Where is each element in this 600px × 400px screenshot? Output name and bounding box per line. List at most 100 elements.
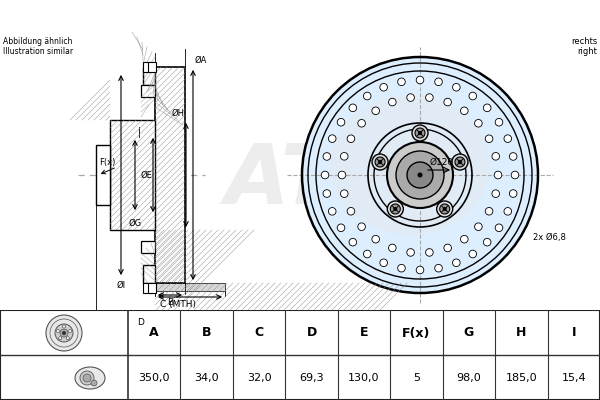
- Circle shape: [372, 154, 388, 170]
- Circle shape: [372, 107, 379, 115]
- Ellipse shape: [75, 367, 105, 389]
- Circle shape: [415, 128, 425, 138]
- Circle shape: [340, 152, 348, 160]
- Circle shape: [328, 208, 336, 215]
- Circle shape: [484, 238, 491, 246]
- Circle shape: [511, 171, 519, 179]
- Circle shape: [407, 94, 415, 101]
- Circle shape: [358, 223, 365, 230]
- Circle shape: [380, 84, 388, 91]
- Text: 5: 5: [413, 373, 420, 383]
- Circle shape: [387, 142, 453, 208]
- Circle shape: [416, 76, 424, 84]
- Circle shape: [461, 235, 468, 243]
- Circle shape: [435, 78, 442, 86]
- Circle shape: [475, 120, 482, 127]
- Circle shape: [504, 208, 512, 215]
- Circle shape: [455, 157, 465, 167]
- Text: E: E: [360, 326, 368, 340]
- Text: Ø120: Ø120: [430, 158, 454, 167]
- Text: 350,0: 350,0: [139, 373, 170, 383]
- Circle shape: [407, 249, 415, 256]
- Text: B: B: [167, 298, 173, 307]
- Circle shape: [443, 207, 446, 211]
- Circle shape: [91, 380, 97, 386]
- Text: ØG: ØG: [128, 219, 142, 228]
- Bar: [96, 145, 110, 205]
- Text: 2x Ø6,8: 2x Ø6,8: [533, 233, 566, 242]
- Circle shape: [425, 249, 433, 256]
- Text: 34,0: 34,0: [194, 373, 219, 383]
- Circle shape: [380, 259, 388, 266]
- Circle shape: [475, 223, 482, 230]
- Circle shape: [349, 238, 356, 246]
- Circle shape: [394, 207, 397, 211]
- Bar: [143, 265, 155, 283]
- Circle shape: [80, 371, 94, 385]
- Bar: [143, 283, 151, 293]
- Circle shape: [62, 325, 65, 328]
- Circle shape: [398, 78, 405, 86]
- Bar: [141, 241, 155, 253]
- Text: 98,0: 98,0: [457, 373, 481, 383]
- Bar: [143, 62, 151, 72]
- Circle shape: [452, 84, 460, 91]
- Circle shape: [375, 157, 385, 167]
- Circle shape: [388, 201, 403, 217]
- Circle shape: [391, 204, 400, 214]
- Text: F(x): F(x): [100, 158, 116, 167]
- Circle shape: [389, 244, 396, 252]
- Text: B: B: [202, 326, 211, 340]
- Circle shape: [62, 331, 66, 335]
- Circle shape: [56, 330, 59, 332]
- Circle shape: [418, 172, 422, 178]
- Circle shape: [323, 190, 331, 197]
- Text: rechts
right: rechts right: [571, 37, 597, 56]
- Circle shape: [378, 160, 382, 164]
- Circle shape: [485, 208, 493, 215]
- Bar: [155, 283, 225, 291]
- Bar: [148, 283, 156, 293]
- Text: 69,3: 69,3: [299, 373, 324, 383]
- Text: D: D: [307, 326, 317, 340]
- Text: 185,0: 185,0: [506, 373, 537, 383]
- Circle shape: [504, 135, 512, 142]
- Text: H: H: [516, 326, 527, 340]
- Circle shape: [425, 94, 433, 101]
- Bar: [155, 67, 185, 283]
- Circle shape: [337, 224, 345, 232]
- Circle shape: [347, 135, 355, 142]
- Circle shape: [440, 204, 449, 214]
- Circle shape: [452, 259, 460, 266]
- Circle shape: [340, 190, 348, 198]
- Text: ØE: ØE: [140, 170, 152, 180]
- Circle shape: [495, 224, 503, 232]
- Bar: [141, 85, 155, 97]
- Circle shape: [492, 190, 500, 198]
- Circle shape: [484, 104, 491, 112]
- Circle shape: [492, 152, 500, 160]
- Text: ØI: ØI: [116, 281, 125, 290]
- Circle shape: [435, 264, 442, 272]
- Text: I: I: [572, 326, 576, 340]
- Circle shape: [321, 171, 329, 179]
- Circle shape: [398, 264, 405, 272]
- Circle shape: [68, 330, 71, 332]
- Circle shape: [389, 98, 396, 106]
- Circle shape: [396, 151, 444, 199]
- Circle shape: [302, 57, 538, 293]
- Circle shape: [347, 208, 355, 215]
- Text: 130,0: 130,0: [348, 373, 380, 383]
- Circle shape: [469, 92, 476, 100]
- Circle shape: [83, 374, 91, 382]
- Circle shape: [407, 162, 433, 188]
- Circle shape: [364, 250, 371, 258]
- Text: F(x): F(x): [402, 326, 431, 340]
- Circle shape: [60, 329, 68, 337]
- Circle shape: [372, 235, 379, 243]
- Bar: [110, 120, 155, 230]
- Circle shape: [469, 250, 476, 258]
- Circle shape: [46, 315, 82, 351]
- Circle shape: [494, 171, 502, 179]
- Text: ØA: ØA: [195, 56, 208, 65]
